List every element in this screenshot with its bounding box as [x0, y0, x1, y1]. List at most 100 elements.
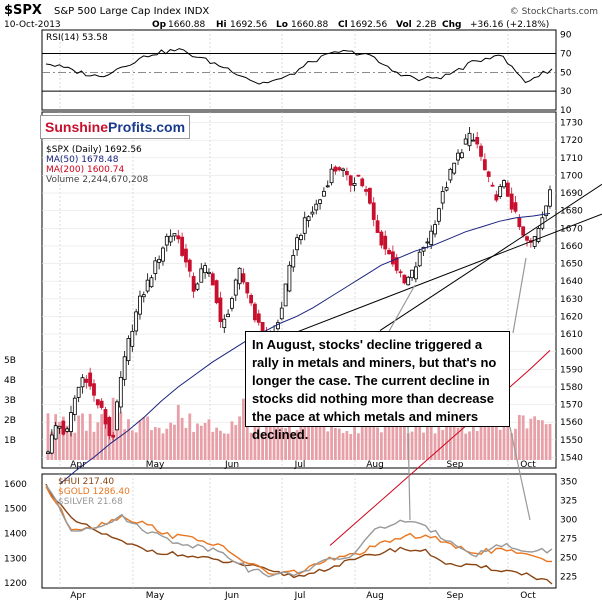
- metals-right-tick-label: 300: [560, 516, 577, 526]
- volume-bar: [180, 417, 184, 460]
- price-tick-label: 1560: [560, 418, 583, 428]
- volume-bar: [153, 427, 157, 460]
- candle-body: [444, 187, 449, 191]
- candle-body: [237, 267, 242, 285]
- candle-body: [207, 271, 211, 274]
- candle-body: [544, 205, 549, 217]
- price-tick-label: 1610: [560, 330, 583, 340]
- metals-panel: [41, 473, 557, 589]
- candle-body: [126, 338, 131, 362]
- candle-body: [161, 247, 165, 262]
- candle-body: [548, 189, 552, 207]
- x-tick-label: May: [146, 460, 165, 470]
- volume-bar: [376, 427, 379, 460]
- candle-body: [164, 235, 169, 246]
- volume-bar: [483, 412, 487, 460]
- candle-body: [394, 257, 399, 271]
- volume-bar: [138, 420, 142, 460]
- rsi-legend: RSI(14) 53.58: [46, 33, 108, 43]
- candle-body: [456, 152, 460, 161]
- volume-bar: [341, 433, 345, 460]
- candle-body: [283, 283, 288, 307]
- volume-bar: [161, 433, 165, 460]
- volume-bar: [207, 419, 211, 460]
- logo-part1: Sunshine: [45, 119, 109, 135]
- volume-legend: Volume 2,244,670,208: [46, 175, 148, 185]
- volume-bar: [84, 430, 88, 460]
- volume-bar: [69, 417, 73, 460]
- header-label: Chg: [442, 20, 461, 30]
- candle-body: [210, 273, 215, 286]
- candle-body: [383, 235, 388, 250]
- volume-bar: [58, 422, 61, 460]
- annotation-pointer: [387, 284, 416, 334]
- chart-name: S&P 500 Large Cap Index INDX: [54, 6, 209, 17]
- volume-bar: [73, 432, 77, 460]
- hui-line: [45, 483, 553, 585]
- candle-body: [184, 248, 188, 263]
- metals-x-tick-label: Sep: [447, 591, 464, 601]
- header-value: 2.2B: [416, 20, 437, 30]
- candle-body: [69, 412, 73, 432]
- candle-body: [245, 282, 250, 294]
- logo-part2: Profits.com: [108, 119, 186, 135]
- gold-legend: $GOLD 1286.40: [58, 487, 130, 497]
- volume-bar: [272, 419, 276, 460]
- ma50-legend: MA(50) 1678.48: [46, 155, 119, 165]
- volume-bar: [104, 421, 107, 460]
- candle-body: [61, 420, 66, 435]
- candle-body: [226, 313, 231, 318]
- volume-tick-label: 5B: [4, 356, 16, 366]
- x-tick-label: Sep: [447, 460, 464, 470]
- volume-bar: [364, 417, 368, 460]
- volume-bar: [134, 432, 138, 460]
- candle-body: [107, 417, 112, 437]
- volume-bar: [414, 420, 418, 460]
- price-tick-label: 1600: [560, 348, 583, 358]
- volume-bar: [157, 427, 161, 460]
- chart-date: 10-Oct-2013: [4, 20, 61, 30]
- candle-body: [249, 294, 253, 304]
- candle-body: [467, 132, 472, 147]
- volume-bar: [123, 429, 127, 460]
- metals-right-tick-label: 275: [560, 535, 577, 545]
- header-value: 1660.88: [291, 20, 328, 30]
- candle-body: [299, 234, 303, 241]
- candle-body: [417, 251, 422, 267]
- candle-body: [367, 187, 372, 204]
- price-legend: $SPX (Daily) 1692.56: [46, 145, 142, 155]
- candle-body: [375, 220, 380, 233]
- candle-body: [230, 298, 234, 309]
- volume-bar: [226, 433, 230, 460]
- candle-body: [345, 171, 349, 176]
- sunshine-profits-logo: SunshineProfits.com: [40, 115, 190, 139]
- price-tick-label: 1660: [560, 242, 583, 252]
- volume-bar: [211, 431, 215, 460]
- candle-body: [157, 259, 162, 263]
- candle-body: [406, 276, 411, 286]
- candle-body: [92, 383, 96, 396]
- candle-body: [222, 318, 227, 329]
- volume-bar: [311, 412, 314, 460]
- annotation-pointer: [509, 426, 531, 521]
- volume-bar: [245, 416, 249, 460]
- header-label: Cl: [338, 20, 348, 30]
- candle-body: [525, 236, 529, 241]
- volume-bar: [540, 420, 544, 460]
- candle-body: [149, 277, 154, 288]
- volume-bar: [242, 398, 245, 460]
- volume-bar: [261, 433, 264, 460]
- candle-body: [387, 249, 391, 255]
- candle-body: [364, 189, 368, 192]
- candle-body: [145, 279, 150, 292]
- metals-left-tick-label: 1200: [4, 579, 27, 589]
- candle-body: [532, 236, 537, 247]
- candle-body: [53, 425, 58, 440]
- candle-body: [513, 202, 518, 212]
- candle-body: [111, 434, 116, 438]
- volume-bar: [146, 416, 150, 460]
- candle-body: [310, 211, 315, 215]
- volume-bar: [322, 422, 326, 460]
- price-tick-label: 1700: [560, 171, 583, 181]
